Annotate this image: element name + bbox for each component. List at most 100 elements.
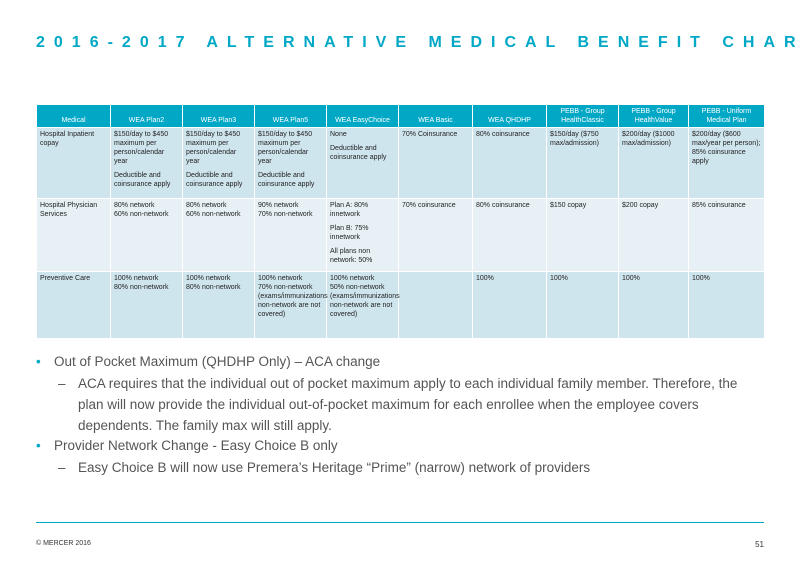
table-cell: 80% coinsurance	[472, 127, 547, 199]
sub-bullet-item: – ACA requires that the individual out o…	[36, 373, 766, 436]
bullet-item: • Provider Network Change - Easy Choice …	[36, 438, 766, 453]
cell-text: 100% network	[330, 275, 375, 282]
cell-text: 100% network	[114, 275, 159, 282]
bullet-item: • Out of Pocket Maximum (QHDHP Only) – A…	[36, 354, 766, 369]
table-cell: 100%	[688, 271, 765, 339]
cell-text: 70% coinsurance	[402, 202, 456, 209]
sub-bullet-text: Easy Choice B will now use Premera’s Her…	[78, 460, 591, 475]
cell-text: Deductible and coinsurance apply	[330, 145, 387, 161]
cell-text: $200/day ($1000 max/admission)	[622, 131, 675, 147]
sub-bullet-text: ACA requires that the individual out of …	[78, 376, 738, 433]
table-cell: $150/day to $450 maximum per person/cale…	[254, 127, 327, 199]
dash-icon: –	[58, 376, 66, 391]
table-cell: 100%	[618, 271, 689, 339]
column-header: WEA Plan3	[182, 104, 255, 128]
table-cell: 85% coinsurance	[688, 198, 765, 272]
copyright-text: © MERCER 2016	[36, 540, 91, 547]
cell-text: Deductible and coinsurance apply	[186, 172, 243, 188]
cell-text: 100%	[476, 275, 494, 282]
cell-text: $200/day ($600 max/year per person); 85%…	[692, 131, 761, 165]
cell-text: 85% coinsurance	[692, 202, 746, 209]
cell-text: 80% network	[114, 202, 155, 209]
cell-text: All plans non network: 50%	[330, 248, 373, 264]
footer-divider	[36, 522, 764, 523]
cell-text: 60% non-network	[114, 211, 169, 218]
cell-text: Plan A: 80% innetwork	[330, 202, 369, 218]
cell-text: Plan B: 75% innetwork	[330, 225, 369, 241]
row-label: Hospital Inpatient copay	[36, 127, 111, 199]
sub-bullet-item: – Easy Choice B will now use Premera’s H…	[36, 457, 766, 478]
column-header: WEA EasyChoice	[326, 104, 399, 128]
table-cell: 70% Coinsurance	[398, 127, 473, 199]
table-row: Hospital Physician Services 80% network 60…	[36, 198, 765, 272]
page-number: 51	[755, 540, 764, 549]
row-label: Preventive Care	[36, 271, 111, 339]
cell-text: 100%	[622, 275, 640, 282]
cell-text: 80% coinsurance	[476, 131, 530, 138]
column-header: WEA Plan5	[254, 104, 327, 128]
bullet-list: • Out of Pocket Maximum (QHDHP Only) – A…	[36, 354, 766, 480]
bullet-dot-icon: •	[36, 354, 41, 369]
column-header: PEBB - Uniform Medical Plan	[688, 104, 765, 128]
column-header: PEBB - Group HealthClassic	[546, 104, 619, 128]
cell-text: 90% network	[258, 202, 299, 209]
table-cell: 80% coinsurance	[472, 198, 547, 272]
benefit-chart-table: Medical WEA Plan2 WEA Plan3 WEA Plan5 WE…	[36, 104, 765, 339]
dash-icon: –	[58, 460, 66, 475]
table-cell: 90% network 70% non-network	[254, 198, 327, 272]
cell-text: 80% non-network	[114, 284, 169, 291]
cell-text: 60% non-network	[186, 211, 241, 218]
table-cell: 100% network 50% non-network (exams/immun…	[326, 271, 400, 339]
cell-text: $150/day ($750 max/admission)	[550, 131, 600, 147]
cell-text: None	[330, 131, 347, 138]
bullet-text: Provider Network Change - Easy Choice B …	[54, 438, 338, 453]
table-cell: Plan A: 80% innetwork Plan B: 75% innetwo…	[326, 198, 399, 272]
table-cell: 100%	[472, 271, 547, 339]
cell-text: Deductible and coinsurance apply	[114, 172, 171, 188]
table-cell: $200 copay	[618, 198, 689, 272]
cell-text: 100% network	[186, 275, 231, 282]
row-label: Hospital Physician Services	[36, 198, 111, 272]
table-cell	[398, 271, 473, 339]
column-header: Medical	[36, 104, 111, 128]
cell-text: $150/day to $450 maximum per person/cale…	[186, 131, 241, 165]
table-cell: 100% network 80% non-network	[182, 271, 255, 339]
cell-text: 100% network	[258, 275, 303, 282]
slide-title: 2016-2017 ALTERNATIVE MEDICAL BENEFIT CH…	[36, 34, 800, 51]
column-header: WEA Plan2	[110, 104, 183, 128]
table-cell: $150/day ($750 max/admission)	[546, 127, 619, 199]
cell-text: 70% non-network	[258, 211, 313, 218]
cell-text: $150 copay	[550, 202, 587, 209]
table-cell: None Deductible and coinsurance apply	[326, 127, 399, 199]
cell-text: 80% non-network	[186, 284, 241, 291]
table-row: Preventive Care 100% network 80% non-netwo…	[36, 271, 765, 339]
table-row: Hospital Inpatient copay $150/day to $450…	[36, 127, 765, 199]
column-header: WEA Basic	[398, 104, 473, 128]
cell-text: 70% non-network (exams/immunizations non…	[258, 284, 328, 318]
bullet-text: Out of Pocket Maximum (QHDHP Only) – ACA…	[54, 354, 381, 369]
cell-text: 80% network	[186, 202, 227, 209]
table-cell: 80% network 60% non-network	[110, 198, 183, 272]
cell-text: 70% Coinsurance	[402, 131, 458, 138]
cell-text: 80% coinsurance	[476, 202, 530, 209]
table-cell: 100%	[546, 271, 619, 339]
cell-text: $200 copay	[622, 202, 659, 209]
table-cell: 100% network 70% non-network (exams/immun…	[254, 271, 328, 339]
cell-text: Deductible and coinsurance apply	[258, 172, 315, 188]
cell-text: 100%	[550, 275, 568, 282]
table-cell: $150/day to $450 maximum per person/cale…	[110, 127, 183, 199]
column-header: WEA QHDHP	[472, 104, 547, 128]
table-cell: 70% coinsurance	[398, 198, 473, 272]
table-cell: $150 copay	[546, 198, 619, 272]
table-cell: 80% network 60% non-network	[182, 198, 255, 272]
table-cell: $200/day ($1000 max/admission)	[618, 127, 689, 199]
table-header-row: Medical WEA Plan2 WEA Plan3 WEA Plan5 WE…	[36, 104, 765, 128]
cell-text: 100%	[692, 275, 710, 282]
table-body: Hospital Inpatient copay $150/day to $450…	[36, 127, 765, 339]
table-cell: $150/day to $450 maximum per person/cale…	[182, 127, 255, 199]
cell-text: 50% non-network (exams/immunizations non…	[330, 284, 400, 318]
table-cell: 100% network 80% non-network	[110, 271, 183, 339]
cell-text: $150/day to $450 maximum per person/cale…	[114, 131, 169, 165]
column-header: PEBB - Group HealthValue	[618, 104, 689, 128]
cell-text: $150/day to $450 maximum per person/cale…	[258, 131, 313, 165]
